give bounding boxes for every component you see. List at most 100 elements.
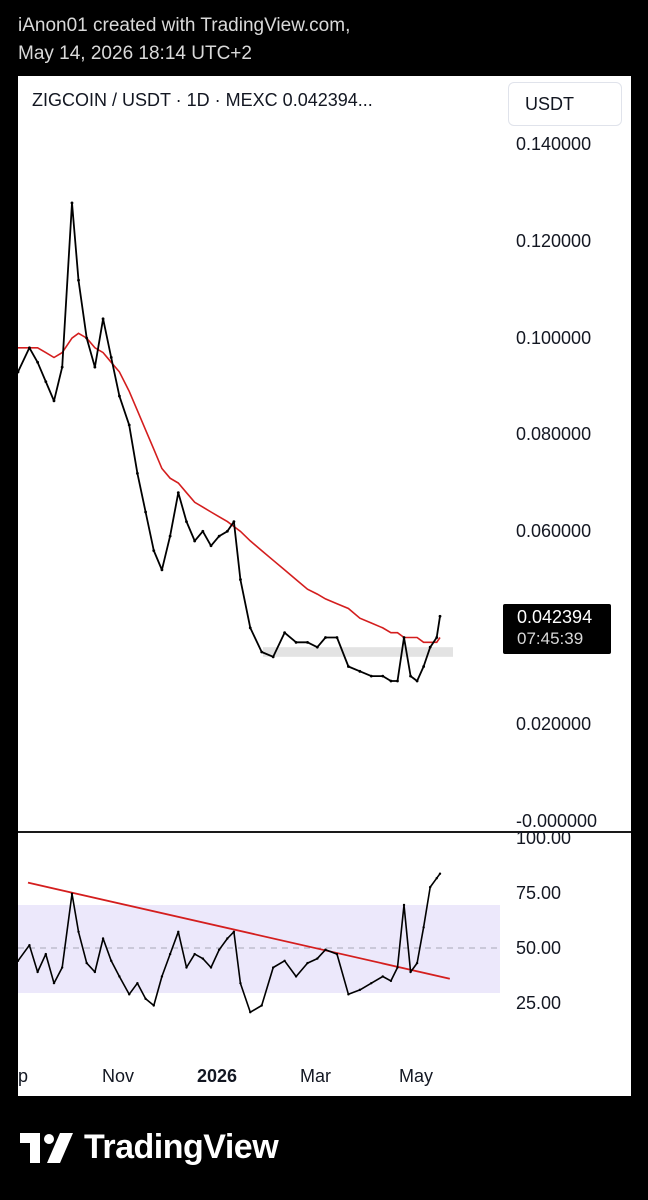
rsi-point [44,952,48,956]
rsi-axis-label: 75.00 [516,883,562,903]
rsi-point [415,961,419,965]
price-series-group [18,201,442,683]
rsi-point [335,952,339,956]
price-point [85,336,89,340]
price-point [271,655,275,659]
price-axis-label: 0.140000 [516,134,592,154]
price-point [60,365,64,369]
price-point [389,679,393,683]
rsi-point [185,966,188,969]
rsi-point [52,981,56,985]
price-point [260,650,264,654]
price-point [201,529,205,533]
price-line [18,202,441,682]
last-price-value: 0.042394 [517,607,593,627]
rsi-point [93,970,97,974]
price-point [294,640,298,644]
rsi-point [160,975,164,978]
price-axis-label: -0.000000 [516,811,598,831]
price-point [44,380,48,383]
rsi-point [209,966,213,969]
price-point [28,346,31,350]
price-point [347,665,350,668]
rsi-point [239,981,242,985]
price-point [168,534,172,538]
tradingview-logo[interactable]: TradingView [20,1128,279,1167]
rsi-axis-label: 100.00 [516,828,572,848]
rsi-point [283,959,286,963]
currency-button[interactable]: USDT [508,82,622,126]
symbol-title[interactable]: ZIGCOIN / USDT · 1D · MEXC 0.042394... [32,90,373,110]
rsi-point [168,952,172,956]
rsi-point [389,979,393,983]
rsi-axis-label: 50.00 [516,938,562,958]
rsi-point [438,872,442,875]
rsi-point [347,993,350,996]
price-point [101,317,105,321]
pane-separator[interactable] [18,831,631,833]
rsi-band [18,905,500,993]
price-point [70,201,74,205]
chart-canvas[interactable] [18,76,631,1096]
price-point [152,549,156,552]
price-point [315,645,319,649]
price-point [248,626,252,630]
price-axis-label: 0.080000 [516,424,592,444]
time-axis-label: ep [18,1066,29,1086]
price-axis-label: 0.060000 [516,521,592,541]
tradingview-brand-text: TradingView [84,1128,279,1166]
rsi-point [409,970,412,974]
rsi-point [128,993,131,996]
price-point [225,529,229,533]
rsi-point [193,952,196,956]
rsi-point [60,966,64,969]
rsi-axis-label: 25.00 [516,993,562,1013]
price-point [77,278,80,282]
price-point [232,520,236,524]
candle-countdown: 07:45:39 [517,629,584,648]
price-point [415,679,419,683]
chart-attribution: iAnon01 created with TradingView.com, Ma… [18,12,350,68]
rsi-series-group [18,872,451,1014]
tradingview-logo-icon [20,1132,73,1163]
price-point [381,674,385,678]
price-point [118,394,121,398]
price-point [176,491,180,495]
rsi-point [428,885,432,889]
price-point [93,365,97,369]
rsi-point [18,959,20,963]
rsi-point [294,975,298,978]
time-axis-label: Nov [102,1066,135,1086]
chart-panel[interactable]: ZIGCOIN / USDT · 1D · MEXC 0.042394... U… [18,76,631,1096]
rsi-point [217,948,221,951]
price-point [217,534,221,538]
rsi-point [381,975,384,978]
price-point [52,399,56,403]
price-point [160,568,164,572]
rsi-point [306,961,309,965]
rsi-point [177,930,180,933]
rsi-point [136,981,139,985]
rsi-point [422,926,425,929]
rsi-point [260,1004,263,1007]
moving-average-line [18,332,441,644]
rsi-point [226,937,229,940]
price-axis-label: 0.120000 [516,231,592,251]
rsi-point [28,944,31,947]
price-point [127,423,131,427]
rsi-point [271,966,275,969]
rsi-trendline [27,881,451,980]
rsi-point [435,877,438,880]
price-point [209,544,213,548]
price-point [324,636,327,639]
rsi-point [77,930,80,933]
price-point [358,669,362,673]
rsi-point [118,975,121,978]
rsi-point [324,948,327,951]
price-point [36,360,40,364]
price-point [193,539,197,543]
support-zone [263,647,453,657]
price-point [109,356,113,359]
rsi-point [358,988,362,992]
price-point [185,520,188,524]
